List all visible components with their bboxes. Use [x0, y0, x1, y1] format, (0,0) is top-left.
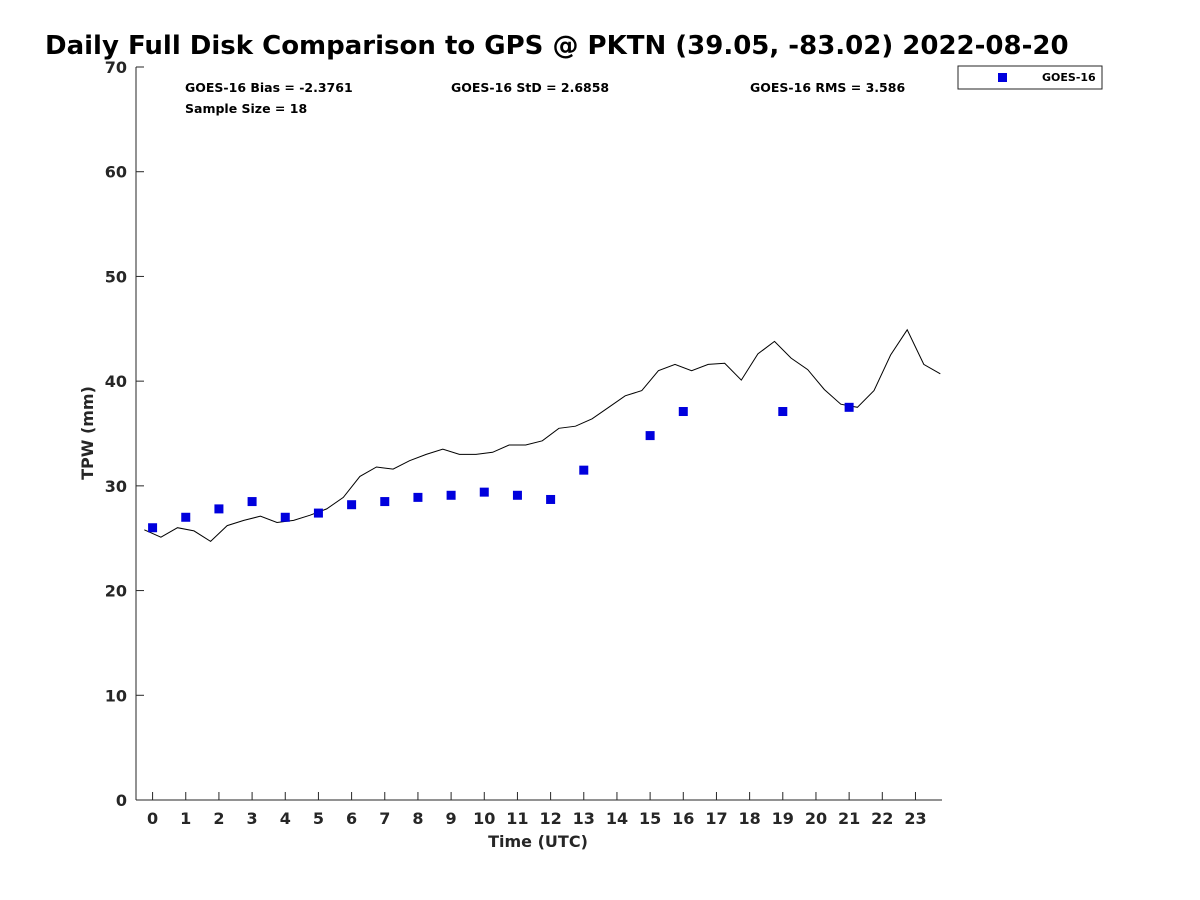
legend-label-goes16: GOES-16 — [1042, 71, 1096, 84]
goes16-point — [446, 490, 456, 500]
x-tick-label: 22 — [871, 809, 893, 828]
x-tick-label: 1 — [180, 809, 191, 828]
goes16-point — [844, 402, 854, 412]
y-tick-label: 30 — [105, 477, 127, 496]
x-tick-label: 20 — [805, 809, 827, 828]
x-tick-label: 9 — [446, 809, 457, 828]
x-tick-label: 12 — [539, 809, 561, 828]
goes16-point — [380, 497, 390, 507]
x-tick-label: 13 — [573, 809, 595, 828]
chart-title: Daily Full Disk Comparison to GPS @ PKTN… — [45, 31, 1069, 61]
goes16-point — [579, 465, 589, 475]
gps-tpw-line — [144, 328, 941, 543]
goes16-point — [247, 497, 257, 507]
x-tick-label: 11 — [506, 809, 528, 828]
legend: GOES-16 — [957, 65, 1103, 90]
x-tick-label: 18 — [738, 809, 760, 828]
goes16-point — [214, 504, 224, 514]
x-tick-label: 16 — [672, 809, 694, 828]
y-tick-label: 70 — [105, 58, 127, 77]
goes16-point — [413, 492, 423, 502]
legend-box — [957, 65, 1103, 90]
stat-std: GOES-16 StD = 2.6858 — [451, 80, 609, 95]
y-tick-label: 60 — [105, 163, 127, 182]
y-tick-label: 10 — [105, 686, 127, 705]
x-tick-label: 10 — [473, 809, 495, 828]
stat-rms: GOES-16 RMS = 3.586 — [750, 80, 905, 95]
goes16-point — [512, 490, 522, 500]
x-tick-label: 2 — [213, 809, 224, 828]
y-tick-label: 50 — [105, 267, 127, 286]
goes16-point — [181, 512, 191, 522]
x-tick-label: 19 — [772, 809, 794, 828]
goes16-point — [645, 431, 655, 441]
y-tick-label: 40 — [105, 372, 127, 391]
goes16-point — [778, 407, 788, 417]
x-ticks: 0 1 2 3 4 5 6 7 8 9 10 11 12 13 14 15 16 17 18 19 20 21 22 23 — [147, 792, 927, 828]
x-tick-label: 0 — [147, 809, 158, 828]
x-tick-label: 5 — [313, 809, 324, 828]
stat-sample-size: Sample Size = 18 — [185, 101, 307, 116]
x-tick-label: 3 — [247, 809, 258, 828]
x-tick-label: 8 — [412, 809, 423, 828]
stat-bias: GOES-16 Bias = -2.3761 — [185, 80, 353, 95]
goes16-point — [313, 508, 323, 518]
x-axis-label: Time (UTC) — [488, 832, 588, 851]
goes16-point — [347, 500, 357, 510]
goes16-point — [148, 523, 158, 533]
goes16-point — [678, 407, 688, 417]
x-tick-label: 15 — [639, 809, 661, 828]
x-tick-label: 7 — [379, 809, 390, 828]
plot-area — [135, 67, 942, 801]
y-ticks: 0 10 20 30 40 50 60 70 — [105, 58, 144, 810]
x-tick-label: 21 — [838, 809, 860, 828]
goes16-scatter-series — [148, 402, 854, 533]
y-axis-label: TPW (mm) — [78, 386, 97, 480]
y-tick-label: 0 — [116, 791, 127, 810]
goes16-point — [479, 487, 489, 497]
x-tick-label: 23 — [904, 809, 926, 828]
x-tick-label: 17 — [705, 809, 727, 828]
y-tick-label: 20 — [105, 582, 127, 601]
gps-line-series — [144, 328, 941, 543]
goes16-point — [546, 494, 556, 504]
goes16-point — [280, 512, 290, 522]
legend-marker-goes16 — [998, 73, 1007, 82]
x-tick-label: 6 — [346, 809, 357, 828]
x-tick-label: 14 — [606, 809, 628, 828]
x-tick-label: 4 — [280, 809, 291, 828]
